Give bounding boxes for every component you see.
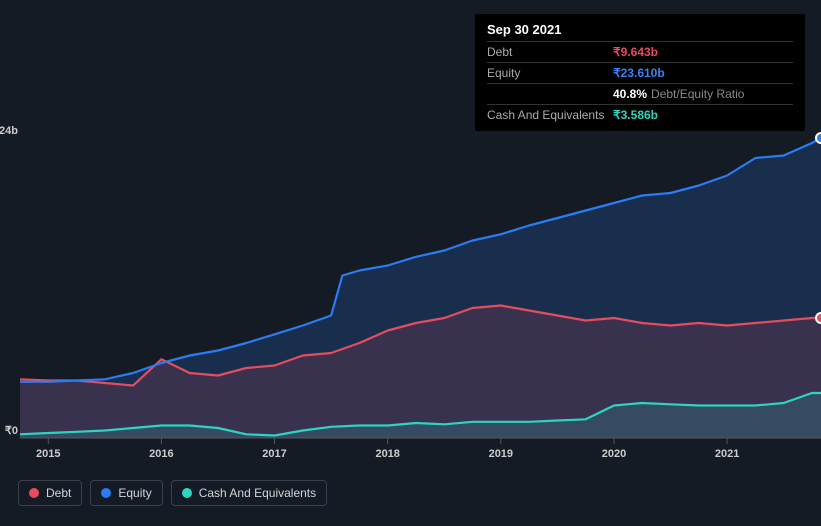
- y-axis-label: ₹0: [0, 424, 18, 437]
- legend-dot-icon: [182, 488, 192, 498]
- legend-item[interactable]: Cash And Equivalents: [171, 480, 327, 506]
- debt-end-marker: [816, 313, 821, 323]
- x-axis-label: 2020: [602, 448, 626, 460]
- legend-label: Equity: [118, 486, 151, 500]
- tooltip-row: Debt₹9.643b: [487, 41, 793, 62]
- legend-dot-icon: [101, 488, 111, 498]
- tooltip-row: Equity₹23.610b: [487, 62, 793, 83]
- tooltip-row-label: Cash And Equivalents: [487, 108, 613, 122]
- legend-item[interactable]: Equity: [90, 480, 162, 506]
- tooltip-row-value: ₹9.643b: [613, 45, 658, 59]
- tooltip-row: 40.8%Debt/Equity Ratio: [487, 83, 793, 104]
- x-axis-label: 2019: [489, 448, 513, 460]
- tooltip-row-label: Equity: [487, 66, 613, 80]
- tooltip-row-label: [487, 87, 613, 101]
- legend: Debt Equity Cash And Equivalents: [18, 480, 327, 506]
- x-axis-label: 2021: [715, 448, 739, 460]
- legend-item[interactable]: Debt: [18, 480, 82, 506]
- y-axis-label: ₹24b: [0, 124, 18, 137]
- legend-label: Debt: [46, 486, 71, 500]
- tooltip-row-value: ₹23.610b: [613, 66, 665, 80]
- legend-label: Cash And Equivalents: [199, 486, 316, 500]
- chart-tooltip: Sep 30 2021 Debt₹9.643bEquity₹23.610b40.…: [475, 14, 805, 131]
- tooltip-row: Cash And Equivalents₹3.586b: [487, 104, 793, 125]
- tooltip-row-label: Debt: [487, 45, 613, 59]
- line-chart: [20, 138, 821, 438]
- equity-end-marker: [816, 133, 821, 143]
- tooltip-date: Sep 30 2021: [487, 22, 793, 37]
- x-axis-label: 2016: [149, 448, 173, 460]
- tooltip-row-value: ₹3.586b: [613, 108, 658, 122]
- x-axis-label: 2015: [36, 448, 60, 460]
- tooltip-row-value: 40.8%Debt/Equity Ratio: [613, 87, 744, 101]
- x-axis-label: 2018: [375, 448, 399, 460]
- x-axis-label: 2017: [262, 448, 286, 460]
- legend-dot-icon: [29, 488, 39, 498]
